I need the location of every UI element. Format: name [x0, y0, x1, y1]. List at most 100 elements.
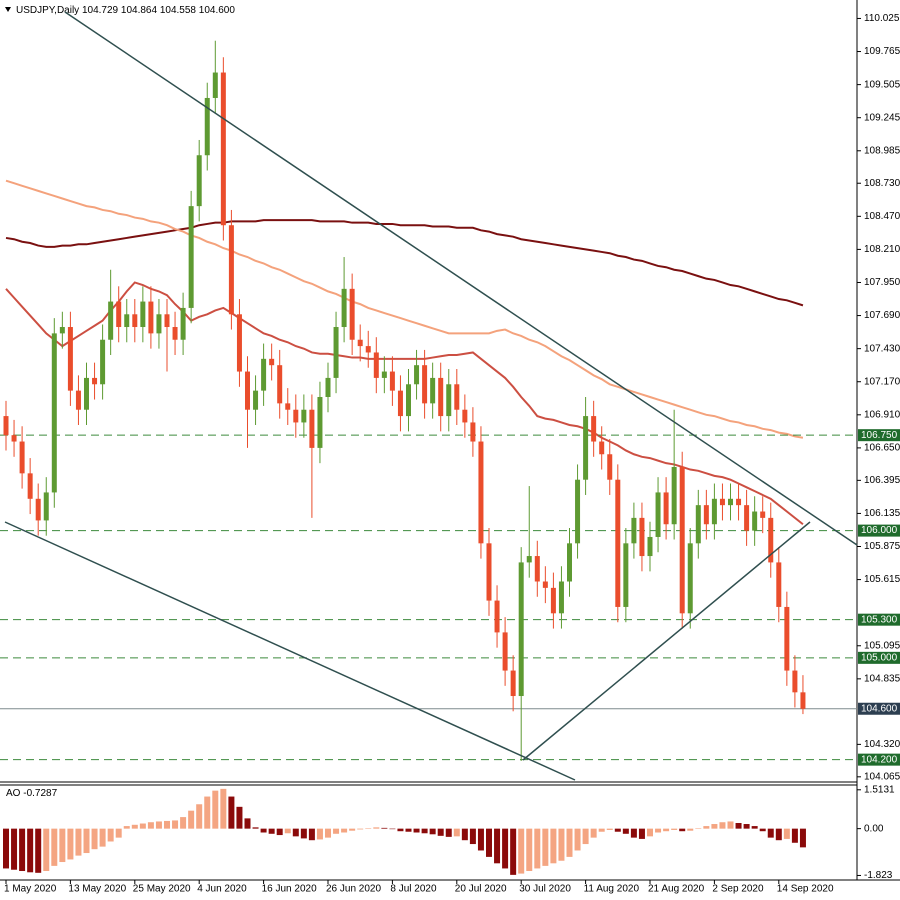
- ao-bar: [260, 828, 267, 833]
- x-tick-label: 14 Sep 2020: [777, 884, 834, 895]
- ao-bar: [542, 828, 549, 866]
- ao-bar: [566, 828, 573, 857]
- y-tick-label: 108.730: [864, 178, 900, 189]
- candle-body: [599, 441, 605, 455]
- candle-body: [438, 377, 444, 417]
- ao-bar: [510, 828, 517, 875]
- ao-bar: [405, 828, 412, 832]
- candle-body: [679, 466, 685, 614]
- y-tick-label: 107.690: [864, 310, 900, 321]
- x-tick-label: 11 Aug 2020: [584, 884, 640, 895]
- candle-body: [719, 498, 725, 506]
- y-tick-label: 106.135: [864, 508, 900, 519]
- ao-bar: [11, 828, 18, 870]
- candle-body: [19, 441, 25, 474]
- candle-body: [373, 352, 379, 378]
- ao-bar: [735, 823, 742, 829]
- y-tick-label: 107.430: [864, 343, 900, 354]
- candle-body: [325, 377, 331, 397]
- ao-bar: [413, 828, 420, 833]
- y-tick-label: 106.395: [864, 475, 900, 486]
- candle-body: [462, 409, 468, 423]
- x-tick-label: 13 May 2020: [68, 884, 126, 895]
- candle-body: [35, 498, 41, 521]
- x-tick-label: 26 Jun 2020: [326, 884, 381, 895]
- ao-bar: [3, 828, 9, 869]
- candle-body: [333, 327, 339, 378]
- ao-bar: [196, 804, 203, 829]
- candle-body: [124, 314, 130, 328]
- y-tick-label: 104.065: [864, 771, 900, 782]
- ao-bar: [91, 828, 98, 850]
- indicator-name: AO: [6, 788, 21, 799]
- ao-bar: [139, 823, 146, 829]
- y-tick-label: 105.095: [864, 640, 900, 651]
- candle-body: [655, 492, 661, 537]
- ao-bar: [341, 828, 348, 833]
- ao-bar: [188, 810, 195, 829]
- candle-body: [695, 505, 701, 544]
- candle-body: [277, 365, 283, 404]
- ao-bar: [27, 828, 34, 873]
- candle-body: [84, 377, 89, 410]
- price-text: 104.600: [861, 703, 898, 714]
- candle-body: [349, 288, 355, 340]
- candle-body: [381, 371, 387, 378]
- candle-body: [800, 692, 806, 709]
- level-text: 106.750: [861, 430, 898, 441]
- candle-body: [615, 479, 621, 607]
- chart-title: USDJPY,Daily 104.729 104.864 104.558 104…: [16, 5, 235, 16]
- candle-body: [92, 377, 98, 385]
- ao-bar: [244, 818, 251, 829]
- ao-bar: [35, 828, 42, 873]
- candle-body: [269, 358, 275, 366]
- ao-bar: [671, 828, 678, 830]
- candle-body: [542, 581, 548, 588]
- y-tick-label: 107.170: [864, 376, 900, 387]
- ao-bar: [389, 828, 396, 830]
- candle-body: [647, 536, 653, 557]
- indicator-value: -0.7287: [23, 788, 57, 799]
- y-tick-label: 109.765: [864, 46, 900, 57]
- y-tick-label: -1.823: [864, 870, 893, 881]
- ao-bar: [614, 828, 621, 832]
- ao-bar: [83, 828, 90, 854]
- indicator-title: AO -0.7287: [6, 788, 58, 799]
- ao-bar: [99, 828, 106, 847]
- moving-average: [5, 281, 804, 526]
- ao-bar: [397, 828, 404, 832]
- y-tick-label: 104.320: [864, 739, 900, 750]
- candle-body: [180, 307, 186, 340]
- candle-body: [59, 327, 65, 334]
- candle-body: [607, 454, 613, 480]
- candle-body: [116, 301, 122, 328]
- ao-bar: [711, 824, 718, 829]
- candle-body: [406, 384, 411, 417]
- candle-body: [132, 314, 138, 328]
- candle-body: [478, 441, 484, 544]
- ao-bar: [421, 828, 428, 834]
- trend-line: [522, 521, 811, 761]
- ao-bar: [679, 828, 686, 832]
- candle-body: [3, 416, 9, 436]
- candle-body: [776, 562, 782, 607]
- candle-body: [67, 327, 73, 391]
- ao-bar: [300, 828, 307, 839]
- level-text: 104.200: [861, 754, 898, 765]
- candle-body: [768, 517, 774, 563]
- ao-bar: [212, 790, 219, 829]
- y-tick-label: 106.910: [864, 409, 900, 420]
- candle-body: [140, 301, 146, 328]
- level-box: [858, 753, 900, 766]
- menu-icon: [5, 7, 11, 12]
- ao-bar: [687, 828, 694, 831]
- candle-body: [196, 155, 202, 207]
- ao-bar: [703, 826, 710, 829]
- ao-bar: [252, 827, 259, 829]
- ao-bar: [115, 828, 122, 838]
- ao-bar: [494, 828, 501, 864]
- ao-bar: [357, 828, 364, 830]
- candle-body: [285, 403, 291, 410]
